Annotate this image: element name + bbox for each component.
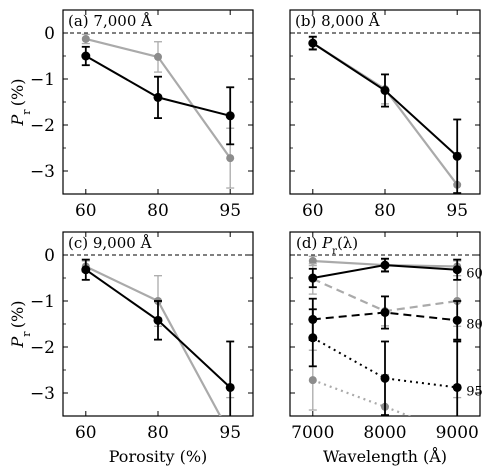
y-tick-label: −2: [30, 116, 55, 136]
panel-title: (d) Pr(λ): [296, 234, 358, 257]
data-point: [308, 38, 318, 48]
data-point: [153, 315, 163, 325]
x-tick-label: 80: [374, 201, 396, 221]
ylabel: Pr (%): [8, 79, 33, 127]
data-point: [225, 382, 235, 392]
porosity-label: 95: [466, 384, 483, 399]
xlabel: Porosity (%): [109, 447, 208, 466]
data-point: [308, 273, 318, 283]
series-group: [81, 258, 235, 416]
series-group: [81, 33, 235, 189]
data-point: [380, 86, 390, 95]
data-point: [81, 265, 91, 275]
porosity-label: 60: [466, 267, 483, 282]
y-tick-label: −3: [30, 384, 55, 404]
x-tick-label: 60: [75, 423, 97, 443]
panel-a: 0 −1 −2 −3 60 80 95 (a) 7,000 Å Pr (%): [8, 9, 254, 221]
series-line: [312, 379, 413, 416]
data-point: [380, 308, 390, 317]
data-point: [308, 376, 317, 385]
data-point: [153, 92, 163, 102]
data-point: [452, 382, 462, 392]
y-tick-label: −1: [30, 70, 55, 90]
y-tick-label: −1: [30, 292, 55, 312]
x-tick-label: 9000: [436, 423, 479, 443]
data-point: [154, 52, 162, 61]
data-point: [452, 151, 462, 161]
y-tick-label: −2: [30, 338, 55, 358]
data-point: [308, 333, 318, 343]
data-point: [380, 373, 390, 383]
panel-b: 60 80 95 (b) 8,000 Å: [289, 9, 481, 221]
data-point: [452, 315, 462, 325]
x-tick-label: 7000: [291, 423, 334, 443]
panel-title: (b) 8,000 Å: [295, 12, 380, 30]
porosity-label: 80: [466, 317, 483, 332]
y-tick-label: 0: [44, 24, 55, 44]
data-point: [452, 265, 462, 275]
y-tick-label: −3: [30, 162, 55, 182]
data-point: [81, 51, 91, 61]
y-tick-label: 0: [44, 246, 55, 266]
panel-title: (c) 9,000 Å: [68, 234, 152, 252]
panel-title: (a) 7,000 Å: [68, 12, 152, 30]
ylabel: Pr (%): [8, 301, 33, 349]
panel-c: 0 −1 −2 −3 60 80 95 (c) 9,000 Å Pr (%) Porosity (…: [8, 231, 254, 466]
x-tick-label: 95: [219, 201, 241, 221]
x-tick-label: 60: [302, 201, 324, 221]
series-line: [312, 42, 459, 186]
x-tick-label: 80: [147, 423, 169, 443]
data-point: [81, 34, 90, 43]
x-tick-label: 95: [219, 423, 241, 443]
data-point: [225, 111, 235, 121]
x-tick-label: 95: [446, 201, 468, 221]
x-tick-label: 80: [147, 201, 169, 221]
series-group: [308, 255, 462, 416]
x-tick-label: 8000: [363, 423, 406, 443]
series-group: [308, 35, 462, 194]
panel-d: 7000 8000 9000 (d) Pr(λ) Wavelength (Å) 60 80 9…: [289, 231, 483, 466]
xlabel: Wavelength (Å): [323, 446, 447, 466]
data-point: [380, 260, 390, 270]
data-point: [308, 256, 317, 265]
x-tick-label: 60: [75, 201, 97, 221]
data-point: [226, 154, 235, 163]
